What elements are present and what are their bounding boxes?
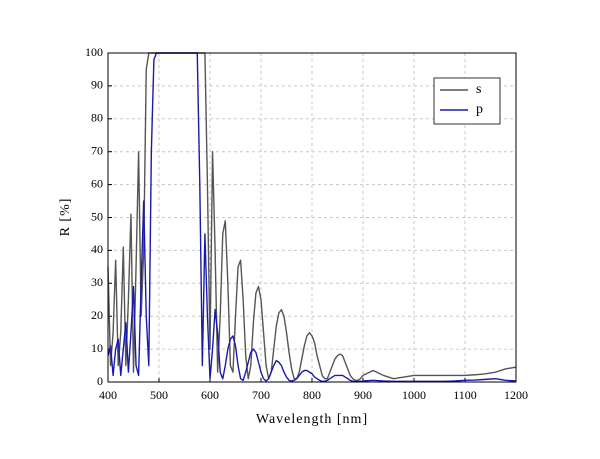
y-tick-label: 50 [91, 209, 103, 223]
legend-label: p [476, 102, 483, 117]
y-tick-label: 10 [91, 341, 103, 355]
x-tick-label: 1000 [402, 388, 426, 402]
y-tick-label: 80 [91, 111, 103, 125]
x-tick-label: 400 [99, 388, 117, 402]
y-tick-label: 60 [91, 176, 103, 190]
y-tick-label: 0 [97, 374, 103, 388]
legend-label: s [476, 82, 481, 97]
x-tick-label: 900 [354, 388, 372, 402]
y-tick-label: 30 [91, 275, 103, 289]
x-tick-label: 700 [252, 388, 270, 402]
y-tick-label: 20 [91, 308, 103, 322]
y-tick-label: 40 [91, 242, 103, 256]
y-tick-label: 70 [91, 143, 103, 157]
plot-frame [107, 52, 517, 383]
y-axis-title: R [%] [58, 198, 73, 237]
x-tick-label: 1200 [504, 388, 528, 402]
x-tick-label: 500 [150, 388, 168, 402]
x-tick-label: 600 [201, 388, 219, 402]
x-tick-label: 800 [303, 388, 321, 402]
x-axis-title: Wavelength [nm] [256, 412, 368, 427]
y-tick-label: 90 [91, 78, 103, 92]
x-tick-label: 1100 [453, 388, 477, 402]
y-tick-label: 100 [85, 45, 103, 59]
legend-box [433, 77, 501, 125]
